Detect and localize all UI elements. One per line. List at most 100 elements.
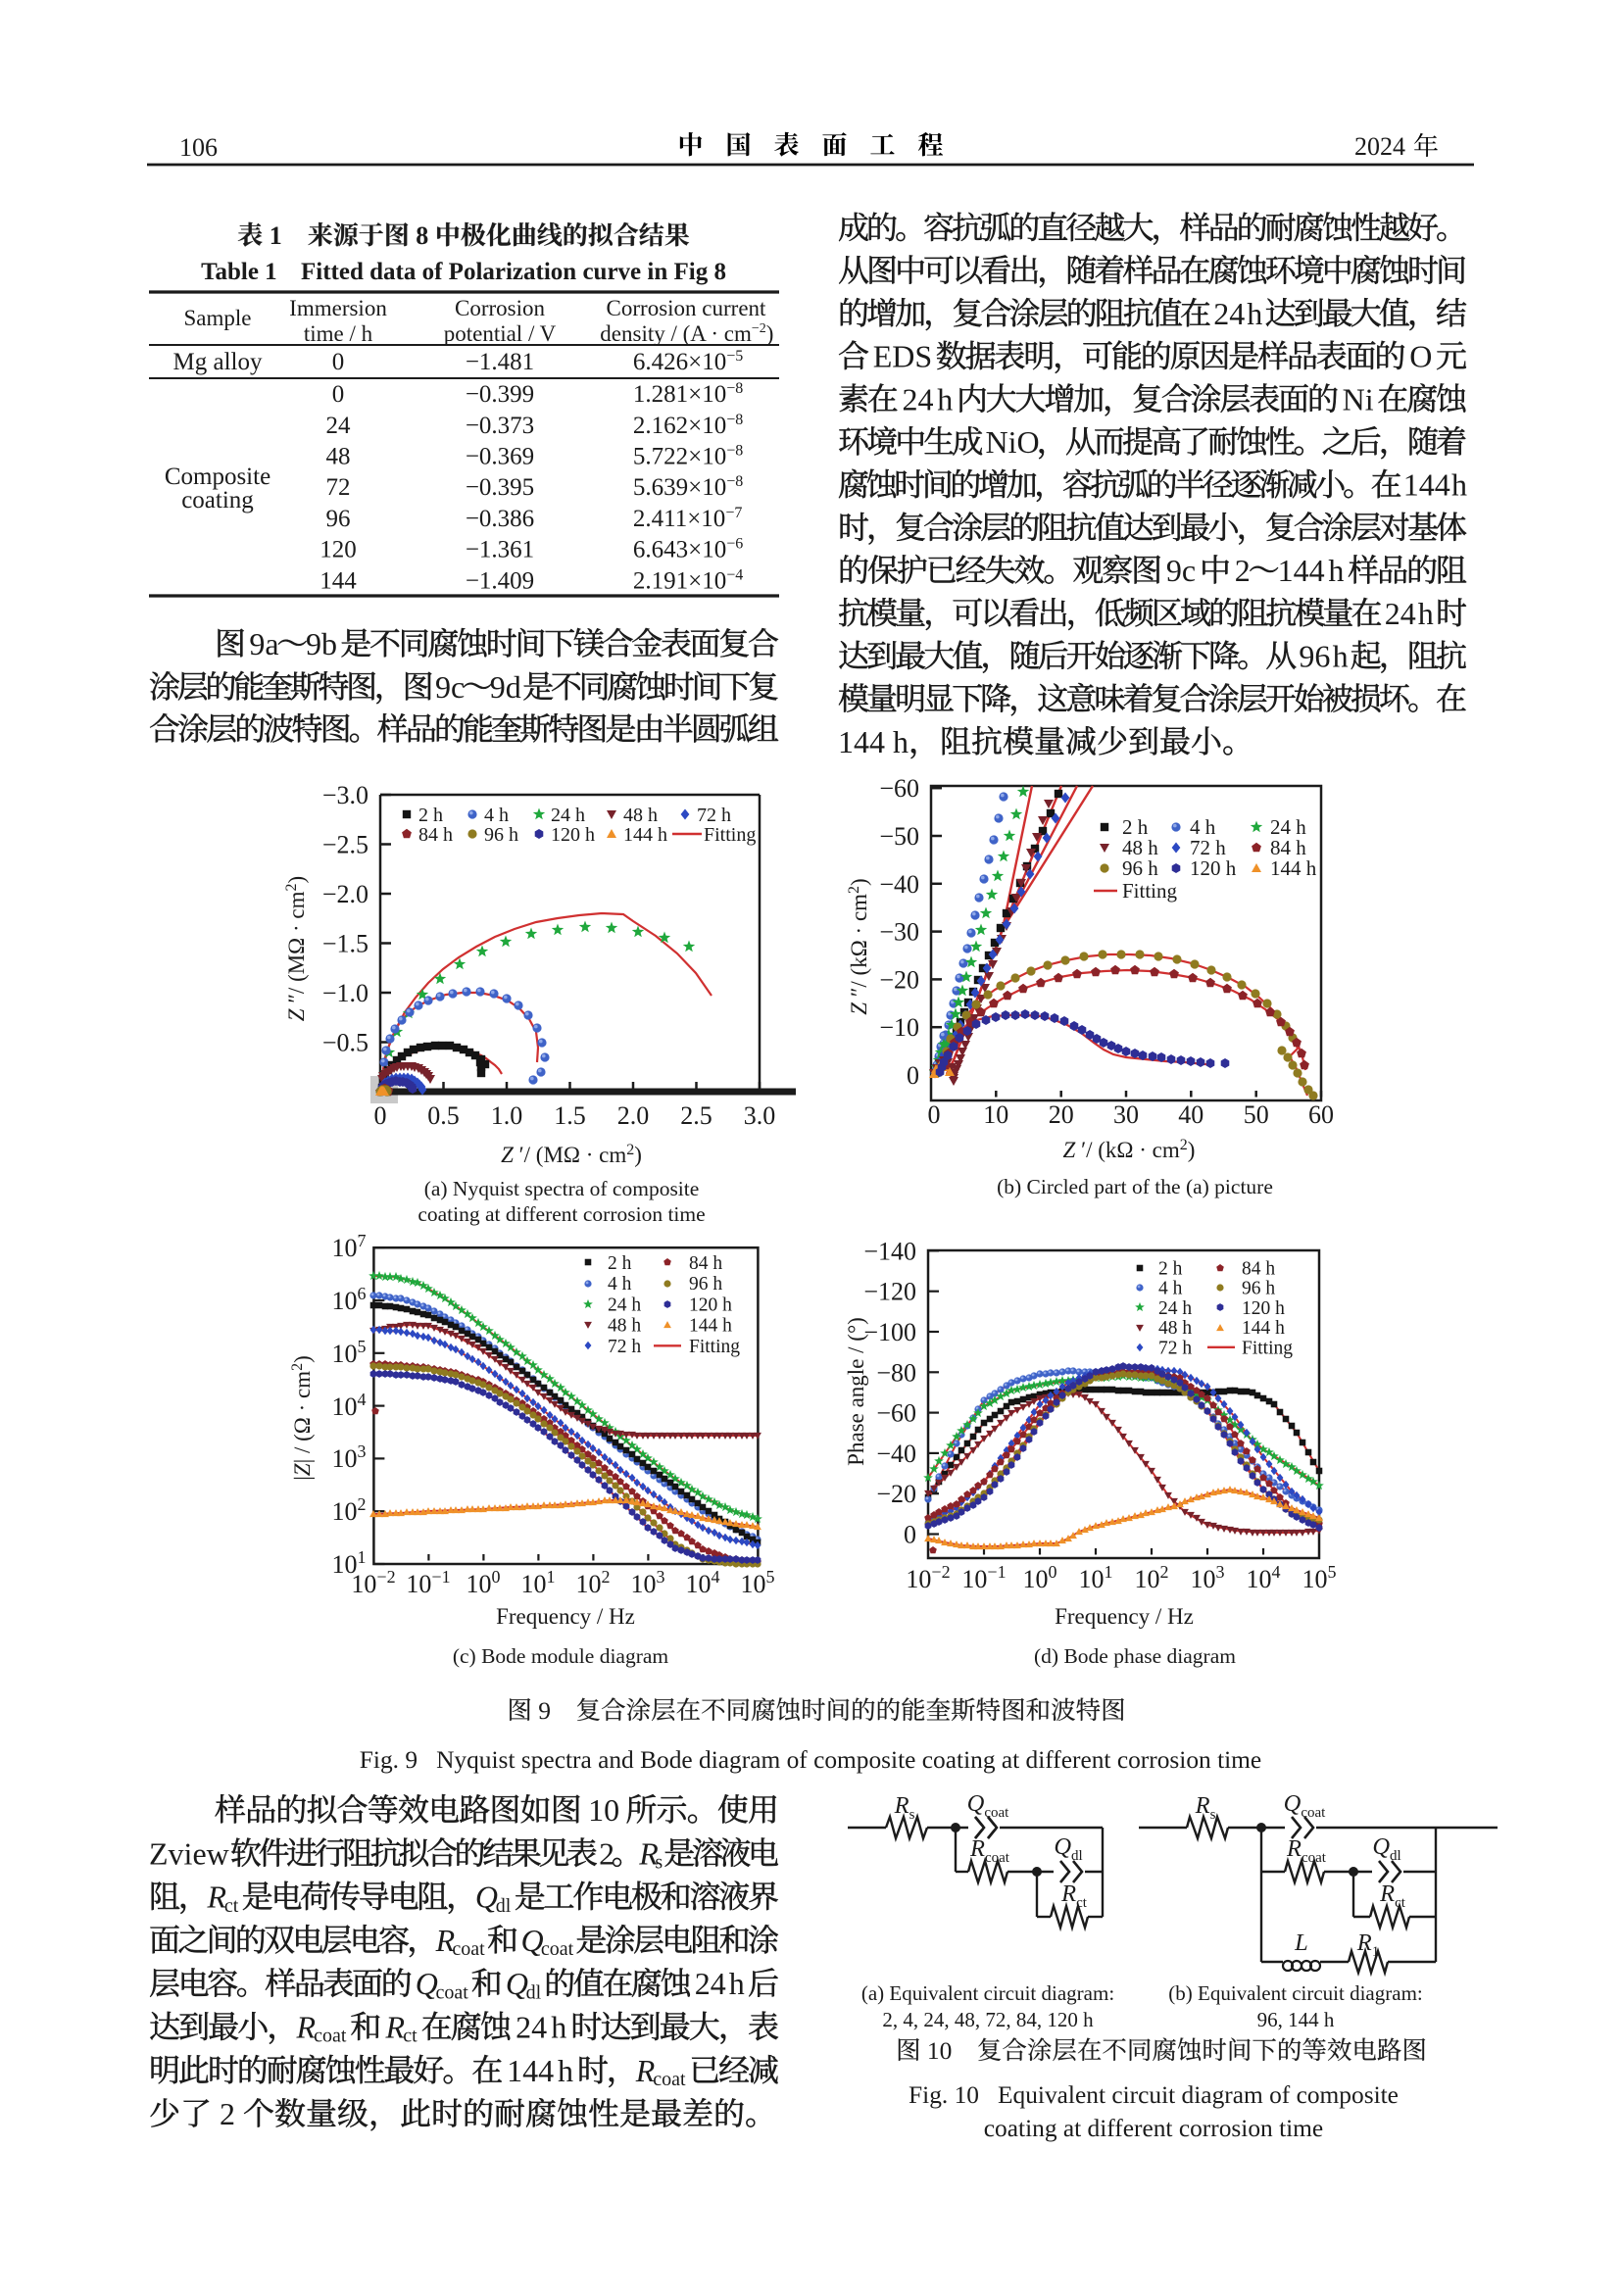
svg-text:96 h: 96 h bbox=[689, 1274, 722, 1295]
svg-text:O: O bbox=[1409, 339, 1432, 374]
svg-text:Fitting: Fitting bbox=[1242, 1338, 1293, 1358]
svg-text:−40: −40 bbox=[879, 870, 919, 899]
svg-text:|Z| / (Ω · cm2): |Z| / (Ω · cm2) bbox=[289, 1355, 315, 1481]
svg-text:−100: −100 bbox=[863, 1318, 916, 1346]
svg-text:48 h: 48 h bbox=[1122, 836, 1158, 859]
svg-text:5.722×10−8: 5.722×10−8 bbox=[633, 443, 743, 470]
svg-text:Phase angle / (°): Phase angle / (°) bbox=[844, 1317, 868, 1466]
svg-text:2: 2 bbox=[220, 2096, 235, 2131]
svg-text:−2.5: −2.5 bbox=[322, 831, 368, 859]
svg-text:60: 60 bbox=[1308, 1100, 1334, 1129]
svg-text:4 h: 4 h bbox=[1158, 1279, 1183, 1299]
svg-text:(b) Circled part of the (a) pi: (b) Circled part of the (a) picture bbox=[997, 1175, 1273, 1198]
svg-text:106: 106 bbox=[179, 133, 218, 162]
svg-text:coat: coat bbox=[436, 1981, 469, 2003]
svg-text:144 h: 144 h bbox=[689, 1316, 732, 1337]
svg-text:h: h bbox=[1328, 553, 1344, 588]
svg-text:24 h: 24 h bbox=[1270, 815, 1306, 839]
svg-text:potential / V: potential / V bbox=[444, 321, 557, 346]
svg-text:coating at different corrosion: coating at different corrosion time bbox=[984, 2115, 1323, 2142]
svg-text:h: h bbox=[937, 381, 953, 416]
svg-text:2.5: 2.5 bbox=[680, 1101, 712, 1130]
svg-text:dl: dl bbox=[526, 1981, 542, 2003]
svg-text:144 h: 144 h bbox=[1270, 856, 1317, 880]
svg-text:48 h: 48 h bbox=[1158, 1318, 1192, 1339]
svg-text:Q: Q bbox=[506, 1966, 528, 2001]
svg-text:9: 9 bbox=[538, 1696, 551, 1725]
svg-text:24 h: 24 h bbox=[551, 805, 585, 826]
svg-text:−30: −30 bbox=[879, 918, 919, 947]
svg-text:2.411×10−7: 2.411×10−7 bbox=[633, 505, 742, 532]
svg-text:144: 144 bbox=[838, 724, 885, 759]
svg-text:Fitting: Fitting bbox=[704, 824, 756, 846]
svg-text:72: 72 bbox=[326, 474, 351, 501]
svg-text:96: 96 bbox=[326, 506, 351, 532]
svg-text:coat: coat bbox=[541, 1938, 574, 1960]
svg-text:105: 105 bbox=[741, 1567, 775, 1598]
svg-text:−120: −120 bbox=[863, 1278, 916, 1306]
svg-text:96 h: 96 h bbox=[1242, 1279, 1275, 1299]
svg-text:h: h bbox=[893, 724, 909, 759]
svg-text:120 h: 120 h bbox=[1190, 856, 1237, 880]
svg-text:2: 2 bbox=[599, 1835, 614, 1871]
svg-text:coat: coat bbox=[452, 1938, 485, 1960]
svg-text:4 h: 4 h bbox=[608, 1274, 632, 1295]
svg-text:120: 120 bbox=[319, 537, 357, 563]
svg-text:1.5: 1.5 bbox=[554, 1101, 586, 1130]
svg-text:−60: −60 bbox=[879, 774, 919, 803]
svg-text:2.162×10−8: 2.162×10−8 bbox=[633, 412, 743, 439]
svg-text:1.0: 1.0 bbox=[491, 1101, 523, 1130]
svg-text:h: h bbox=[551, 2010, 566, 2045]
svg-text:10: 10 bbox=[927, 2036, 953, 2065]
svg-text:84 h: 84 h bbox=[689, 1253, 722, 1274]
svg-text:20: 20 bbox=[1049, 1100, 1074, 1129]
svg-text:0: 0 bbox=[374, 1101, 387, 1130]
svg-text:6.426×10−5: 6.426×10−5 bbox=[633, 348, 743, 375]
svg-text:(d) Bode phase diagram: (d) Bode phase diagram bbox=[1034, 1644, 1236, 1668]
svg-text:ct: ct bbox=[403, 2026, 418, 2047]
svg-text:Corrosion: Corrosion bbox=[455, 296, 546, 320]
svg-text:144: 144 bbox=[507, 2053, 554, 2088]
svg-text:−0.399: −0.399 bbox=[466, 381, 534, 408]
svg-text:24: 24 bbox=[695, 1966, 726, 2001]
svg-text:Q: Q bbox=[521, 1923, 544, 1958]
svg-text:−60: −60 bbox=[876, 1399, 916, 1428]
svg-text:0: 0 bbox=[332, 349, 345, 375]
svg-text:Immersion: Immersion bbox=[289, 296, 387, 320]
svg-text:2.0: 2.0 bbox=[617, 1101, 650, 1130]
svg-text:0: 0 bbox=[907, 1061, 919, 1090]
svg-text:NiO: NiO bbox=[986, 424, 1040, 460]
svg-text:−0.386: −0.386 bbox=[466, 506, 534, 532]
svg-text:Frequency / Hz: Frequency / Hz bbox=[496, 1604, 635, 1629]
svg-text:−3.0: −3.0 bbox=[322, 781, 368, 809]
svg-text:84 h: 84 h bbox=[418, 824, 453, 846]
svg-text:R: R bbox=[635, 2053, 656, 2088]
svg-text:2 h: 2 h bbox=[418, 805, 443, 826]
svg-text:−10: −10 bbox=[879, 1013, 919, 1042]
svg-text:120 h: 120 h bbox=[1242, 1298, 1285, 1319]
svg-text:−0.373: −0.373 bbox=[466, 413, 534, 439]
svg-text:Sample: Sample bbox=[184, 306, 252, 330]
svg-text:4 h: 4 h bbox=[1190, 815, 1216, 839]
svg-text:Zview: Zview bbox=[149, 1835, 229, 1871]
svg-text:Fitting: Fitting bbox=[1122, 879, 1178, 903]
svg-text:5.639×10−8: 5.639×10−8 bbox=[633, 473, 743, 501]
svg-text:120 h: 120 h bbox=[689, 1295, 732, 1315]
svg-text:1.281×10−8: 1.281×10−8 bbox=[633, 380, 743, 408]
svg-text:Z ′/ (MΩ · cm2): Z ′/ (MΩ · cm2) bbox=[501, 1142, 642, 1167]
svg-text:0.5: 0.5 bbox=[427, 1101, 460, 1130]
svg-text:h: h bbox=[729, 1966, 745, 2001]
svg-text:144: 144 bbox=[1278, 553, 1325, 588]
svg-text:9c: 9c bbox=[435, 669, 465, 705]
svg-text:Z ″/ (kΩ · cm2): Z ″/ (kΩ · cm2) bbox=[846, 878, 871, 1014]
svg-text:Corrosion current: Corrosion current bbox=[607, 296, 766, 320]
svg-text:R: R bbox=[207, 1880, 227, 1915]
svg-text:Rct: Rct bbox=[1060, 1881, 1088, 1911]
svg-text:−140: −140 bbox=[863, 1237, 916, 1265]
svg-text:24: 24 bbox=[326, 413, 352, 439]
svg-text:−80: −80 bbox=[876, 1358, 916, 1387]
svg-text:2: 2 bbox=[1235, 553, 1251, 588]
svg-text:density / (A · cm−2): density / (A · cm−2) bbox=[600, 321, 773, 346]
svg-text:−1.481: −1.481 bbox=[466, 349, 534, 375]
svg-text:−0.5: −0.5 bbox=[322, 1029, 368, 1057]
